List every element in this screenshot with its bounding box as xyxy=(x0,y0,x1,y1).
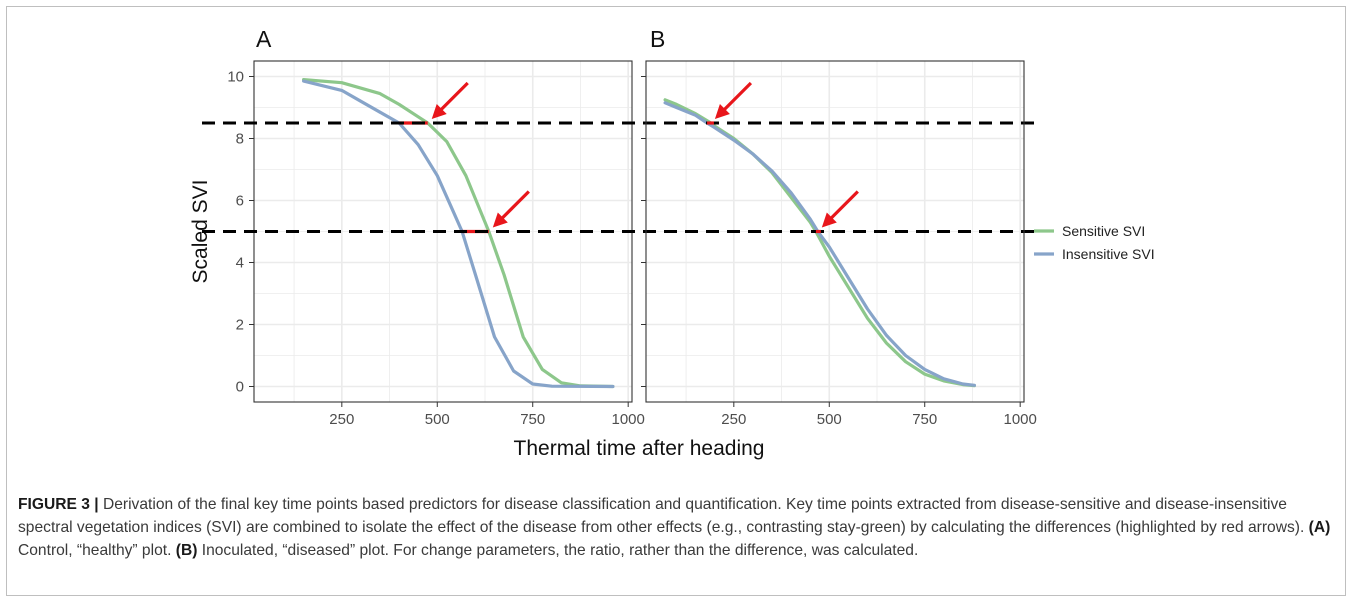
x-tick-label: 1000 xyxy=(1003,411,1036,428)
x-tick-label: 500 xyxy=(817,411,842,428)
panel-border xyxy=(645,60,1025,403)
series-line-sensitive-svi xyxy=(663,98,977,388)
panel-label: A xyxy=(256,26,272,52)
y-axis-label: Scaled SVI xyxy=(189,180,212,284)
panel-b: 250 500 750 1000 B xyxy=(202,26,1037,428)
difference-arrow xyxy=(439,81,469,112)
panel-a: 250 500 750 1000 0 2 4 6 8 10 Scaled SVI A xyxy=(189,26,645,428)
y-tick-label: 2 xyxy=(236,317,244,334)
panel-label: B xyxy=(650,26,665,52)
series-line-insensitive-svi xyxy=(663,101,977,387)
y-tick-label: 0 xyxy=(236,379,244,396)
figure-caption: FIGURE 3 | Derivation of the final key t… xyxy=(18,493,1334,562)
x-tick-label: 500 xyxy=(425,411,450,428)
caption-text-3: Inoculated, “diseased” plot. For change … xyxy=(197,542,919,559)
y-tick-label: 10 xyxy=(227,69,244,86)
x-axis-label: Thermal time after heading xyxy=(514,437,765,460)
x-tick-label: 250 xyxy=(721,411,746,428)
caption-text-2: Control, “healthy” plot. xyxy=(18,542,176,559)
caption-a-label: (A) xyxy=(1308,519,1331,536)
caption-b-label: (B) xyxy=(175,542,198,559)
difference-arrowhead xyxy=(492,212,508,228)
difference-arrow xyxy=(500,190,530,220)
figure-frame xyxy=(6,6,1346,596)
legend-label: Insensitive SVI xyxy=(1062,246,1155,262)
y-tick-label: 4 xyxy=(236,255,244,272)
difference-arrowhead xyxy=(821,212,837,228)
difference-arrow xyxy=(722,81,753,112)
x-tick-label: 1000 xyxy=(611,411,644,428)
difference-arrowhead xyxy=(431,104,447,119)
difference-arrow xyxy=(829,190,859,220)
caption-label: FIGURE 3 | xyxy=(18,496,99,513)
x-tick-label: 750 xyxy=(520,411,545,428)
figure-chart: 250 500 750 1000 0 2 4 6 8 10 Scaled SVI A 250 500 750… xyxy=(189,26,1155,460)
x-tick-label: 750 xyxy=(912,411,937,428)
x-tick-label: 250 xyxy=(329,411,354,428)
difference-arrowhead xyxy=(714,104,730,119)
series-line-insensitive-svi xyxy=(302,79,615,389)
legend-label: Sensitive SVI xyxy=(1062,223,1145,239)
y-tick-label: 6 xyxy=(236,193,244,210)
y-tick-label: 8 xyxy=(236,131,244,148)
series-line-sensitive-svi xyxy=(302,77,615,389)
caption-text-1: Derivation of the final key time points … xyxy=(18,496,1309,536)
legend: Sensitive SVI Insensitive SVI xyxy=(1034,223,1155,262)
